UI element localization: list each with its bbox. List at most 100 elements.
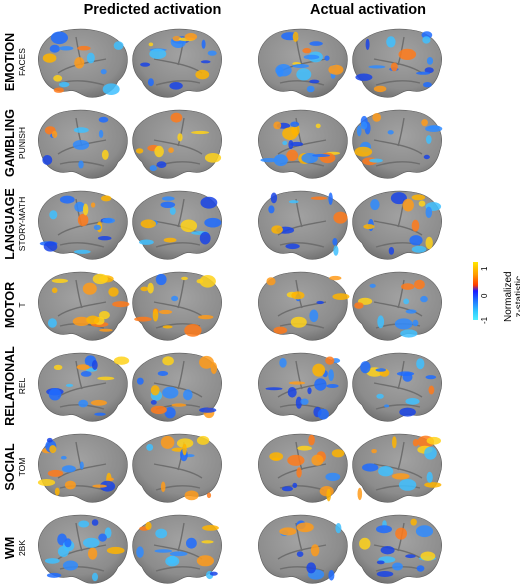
activation-blob-negative bbox=[114, 41, 124, 50]
activation-blob-positive bbox=[107, 547, 125, 554]
activation-blob-positive bbox=[108, 478, 114, 481]
activation-blob-negative bbox=[169, 82, 182, 90]
activation-blob-negative bbox=[81, 371, 92, 377]
activation-blob-negative bbox=[326, 384, 338, 388]
activation-blob-negative bbox=[307, 86, 315, 93]
colorbar-min-label: -1 bbox=[480, 317, 489, 324]
activation-blob-negative bbox=[376, 368, 387, 371]
activation-blob-negative bbox=[423, 82, 432, 87]
activation-blob-negative bbox=[146, 444, 153, 451]
activation-blob-negative bbox=[297, 551, 304, 557]
activation-blob-negative bbox=[162, 387, 178, 399]
activation-blob-negative bbox=[304, 55, 320, 60]
activation-blob-positive bbox=[201, 540, 213, 543]
activation-blob-negative bbox=[48, 318, 57, 327]
activation-blob-positive bbox=[424, 482, 441, 488]
activation-blob-positive bbox=[197, 279, 204, 283]
activation-blob-negative bbox=[333, 245, 338, 255]
activation-blob-negative bbox=[405, 554, 416, 558]
activation-blob-positive bbox=[329, 276, 341, 280]
brain-hemisphere-view bbox=[353, 110, 443, 178]
activation-blob-negative bbox=[376, 525, 392, 533]
activation-blob-positive bbox=[296, 523, 313, 533]
activation-blob-negative bbox=[424, 447, 437, 460]
activation-blob-positive bbox=[354, 302, 363, 309]
activation-blob-negative bbox=[309, 80, 319, 84]
activation-blob-negative bbox=[292, 64, 309, 68]
activation-blob-positive bbox=[147, 283, 153, 294]
activation-blob-negative bbox=[101, 69, 107, 74]
colorbar: 1 0 -1 Normalized z-statistic bbox=[471, 262, 520, 322]
activation-blob-negative bbox=[296, 68, 311, 80]
activation-blob-positive bbox=[427, 437, 441, 445]
activation-blob-positive bbox=[282, 127, 298, 140]
activation-blob-positive bbox=[108, 287, 118, 296]
activation-blob-negative bbox=[66, 384, 73, 387]
activation-blob-positive bbox=[102, 150, 109, 160]
activation-blob-negative bbox=[306, 562, 316, 573]
activation-blob-positive bbox=[197, 555, 214, 566]
activation-blob-positive bbox=[412, 220, 420, 232]
activation-blob-negative bbox=[318, 409, 329, 420]
activation-blob-negative bbox=[45, 558, 60, 564]
activation-blob-negative bbox=[155, 529, 167, 539]
activation-blob-positive bbox=[289, 381, 305, 384]
activation-blob-negative bbox=[289, 200, 299, 203]
brain-hemisphere-view bbox=[133, 272, 222, 340]
colorbar-title: Normalized z-statistic bbox=[504, 271, 520, 322]
activation-blob-positive bbox=[191, 131, 209, 134]
activation-blob-negative bbox=[151, 400, 157, 405]
activation-blob-positive bbox=[43, 53, 57, 62]
activation-blob-negative bbox=[392, 563, 403, 571]
activation-blob-positive bbox=[86, 316, 99, 325]
activation-blob-negative bbox=[171, 296, 178, 301]
activation-blob-positive bbox=[414, 280, 425, 290]
activation-blob-negative bbox=[102, 218, 115, 224]
activation-blob-negative bbox=[78, 400, 88, 408]
activation-blob-positive bbox=[48, 470, 63, 477]
activation-blob-positive bbox=[52, 279, 68, 283]
activation-blob-negative bbox=[370, 284, 376, 288]
activation-blob-positive bbox=[291, 317, 307, 328]
activation-blob-positive bbox=[293, 32, 299, 42]
activation-blob-positive bbox=[429, 386, 435, 395]
brain-hemisphere-view bbox=[133, 515, 222, 583]
activation-blob-negative bbox=[422, 36, 430, 43]
activation-blob-positive bbox=[266, 277, 275, 285]
activation-blob-positive bbox=[308, 435, 315, 446]
activation-blob-positive bbox=[273, 327, 287, 334]
activation-blob-positive bbox=[164, 238, 177, 243]
activation-blob-negative bbox=[399, 408, 416, 417]
brain-hemisphere-view bbox=[353, 191, 442, 259]
activation-blob-negative bbox=[389, 247, 394, 255]
activation-blob-negative bbox=[148, 78, 154, 86]
activation-blob-positive bbox=[325, 357, 334, 365]
activation-blob-negative bbox=[400, 329, 417, 337]
activation-blob-negative bbox=[361, 121, 368, 129]
activation-blob-positive bbox=[88, 548, 97, 560]
activation-blob-negative bbox=[405, 398, 419, 405]
activation-blob-positive bbox=[297, 446, 312, 451]
activation-blob-negative bbox=[150, 165, 157, 171]
brain-surface-grid bbox=[0, 0, 470, 587]
activation-blob-negative bbox=[417, 565, 425, 571]
colorbar-title-line1: Normalized bbox=[504, 271, 515, 322]
activation-blob-negative bbox=[370, 199, 379, 210]
activation-blob-positive bbox=[411, 519, 417, 526]
activation-blob-positive bbox=[38, 479, 55, 486]
activation-blob-positive bbox=[141, 219, 156, 228]
activation-blob-positive bbox=[83, 204, 88, 216]
activation-blob-positive bbox=[162, 356, 174, 365]
activation-blob-negative bbox=[307, 387, 311, 394]
activation-blob-positive bbox=[99, 329, 112, 332]
activation-blob-negative bbox=[94, 413, 106, 416]
activation-blob-negative bbox=[300, 399, 308, 405]
activation-blob-positive bbox=[185, 33, 197, 40]
activation-blob-negative bbox=[290, 122, 299, 128]
activation-blob-positive bbox=[52, 131, 57, 138]
brain-hemisphere-view bbox=[258, 515, 347, 583]
activation-blob-positive bbox=[163, 325, 173, 328]
activation-blob-negative bbox=[47, 573, 61, 578]
activation-blob-negative bbox=[416, 525, 433, 537]
activation-blob-negative bbox=[49, 210, 57, 219]
